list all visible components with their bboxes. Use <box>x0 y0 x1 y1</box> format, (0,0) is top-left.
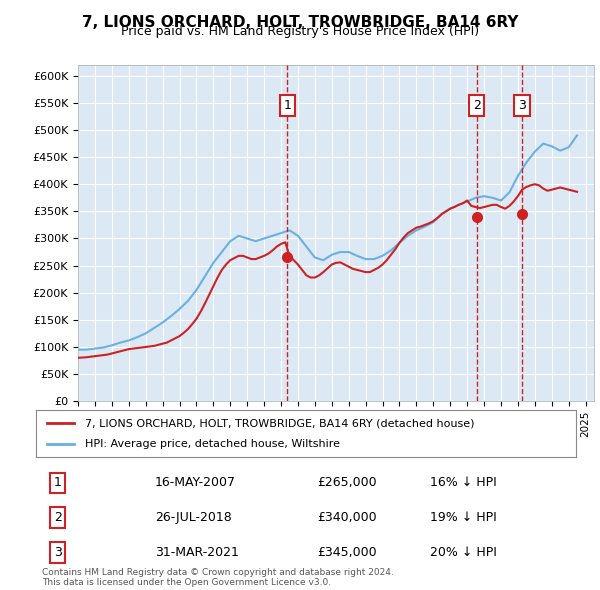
Text: 1: 1 <box>283 99 291 112</box>
Text: Price paid vs. HM Land Registry's House Price Index (HPI): Price paid vs. HM Land Registry's House … <box>121 25 479 38</box>
Text: 20% ↓ HPI: 20% ↓ HPI <box>430 546 497 559</box>
Text: 31-MAR-2021: 31-MAR-2021 <box>155 546 239 559</box>
Text: 1: 1 <box>53 476 62 489</box>
Text: Contains HM Land Registry data © Crown copyright and database right 2024.
This d: Contains HM Land Registry data © Crown c… <box>42 568 394 587</box>
Text: 7, LIONS ORCHARD, HOLT, TROWBRIDGE, BA14 6RY: 7, LIONS ORCHARD, HOLT, TROWBRIDGE, BA14… <box>82 15 518 30</box>
Text: 2: 2 <box>53 511 62 525</box>
Text: 7, LIONS ORCHARD, HOLT, TROWBRIDGE, BA14 6RY (detached house): 7, LIONS ORCHARD, HOLT, TROWBRIDGE, BA14… <box>85 418 474 428</box>
Text: 3: 3 <box>518 99 526 112</box>
Text: 19% ↓ HPI: 19% ↓ HPI <box>430 511 497 525</box>
Text: 26-JUL-2018: 26-JUL-2018 <box>155 511 232 525</box>
Text: £340,000: £340,000 <box>317 511 376 525</box>
Text: £265,000: £265,000 <box>317 476 376 489</box>
Text: 16-MAY-2007: 16-MAY-2007 <box>155 476 236 489</box>
Text: £345,000: £345,000 <box>317 546 376 559</box>
Text: 3: 3 <box>53 546 62 559</box>
Text: HPI: Average price, detached house, Wiltshire: HPI: Average price, detached house, Wilt… <box>85 439 340 449</box>
Text: 2: 2 <box>473 99 481 112</box>
Text: 16% ↓ HPI: 16% ↓ HPI <box>430 476 497 489</box>
